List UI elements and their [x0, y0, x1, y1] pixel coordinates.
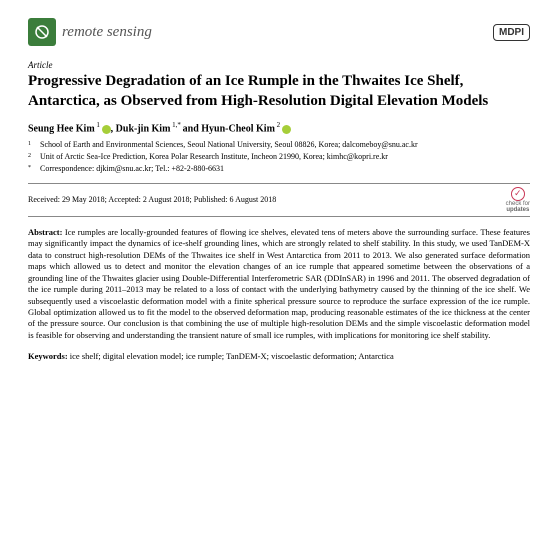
abstract-text: Ice rumples are locally-grounded feature…: [28, 227, 530, 340]
author-sup: 1: [95, 121, 102, 129]
header-row: remote sensing MDPI: [28, 18, 530, 46]
affiliation-row: 1 School of Earth and Environmental Scie…: [28, 140, 530, 151]
journal-name: remote sensing: [62, 24, 152, 41]
orcid-icon[interactable]: [282, 125, 291, 134]
authors-line: Seung Hee Kim 1 , Duk-jin Kim 1,* and Hy…: [28, 121, 530, 134]
orcid-icon[interactable]: [102, 125, 111, 134]
affiliation-number: 2: [28, 152, 34, 163]
correspondence-text: Correspondence: djkim@snu.ac.kr; Tel.: +…: [40, 164, 224, 175]
keywords-text: ice shelf; digital elevation model; ice …: [70, 351, 394, 361]
keywords-block: Keywords: ice shelf; digital elevation m…: [28, 351, 530, 362]
author-name[interactable]: Hyun-Cheol Kim: [201, 123, 275, 134]
journal-badge: remote sensing: [28, 18, 152, 46]
publisher-logo[interactable]: MDPI: [493, 24, 530, 41]
author-sup: 1,*: [170, 121, 182, 129]
check-label-bold: updates: [506, 207, 529, 213]
affiliations-block: 1 School of Earth and Environmental Scie…: [28, 140, 530, 174]
author-sup: 2: [275, 121, 282, 129]
affiliation-text: School of Earth and Environmental Scienc…: [40, 140, 418, 151]
keywords-label: Keywords:: [28, 351, 70, 361]
check-updates-badge[interactable]: ✓ check for updates: [506, 187, 530, 213]
article-title: Progressive Degradation of an Ice Rumple…: [28, 72, 530, 111]
abstract-block: Abstract: Ice rumples are locally-ground…: [28, 227, 530, 342]
author-name[interactable]: Seung Hee Kim: [28, 123, 95, 134]
check-updates-icon: ✓: [511, 187, 525, 201]
dates-text: Received: 29 May 2018; Accepted: 2 Augus…: [28, 195, 276, 204]
separator: and: [183, 123, 202, 134]
dates-row: Received: 29 May 2018; Accepted: 2 Augus…: [28, 183, 530, 217]
affiliation-text: Unit of Arctic Sea-Ice Prediction, Korea…: [40, 152, 388, 163]
affiliation-number: 1: [28, 140, 34, 151]
article-type: Article: [28, 60, 530, 70]
correspondence-symbol: *: [28, 164, 34, 175]
author-name[interactable]: Duk-jin Kim: [116, 123, 171, 134]
correspondence-row: * Correspondence: djkim@snu.ac.kr; Tel.:…: [28, 164, 530, 175]
abstract-label: Abstract:: [28, 227, 65, 237]
journal-icon: [28, 18, 56, 46]
affiliation-row: 2 Unit of Arctic Sea-Ice Prediction, Kor…: [28, 152, 530, 163]
